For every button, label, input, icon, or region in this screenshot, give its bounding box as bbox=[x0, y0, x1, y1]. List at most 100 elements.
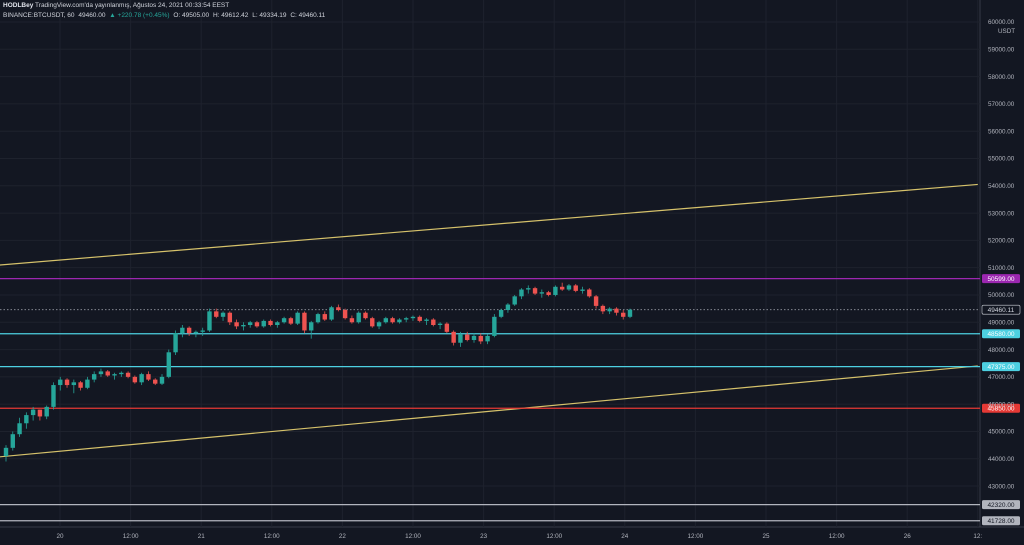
last-price-label-bg bbox=[981, 304, 1021, 315]
candle-body bbox=[383, 318, 389, 323]
price-tick-label: 48000.00 bbox=[988, 347, 1015, 354]
candle-body bbox=[186, 327, 192, 334]
candle-body bbox=[417, 316, 422, 321]
price-axis[interactable]: 43000.00 44000.00 45000.00 46000.00 47000.00… bbox=[988, 19, 1015, 490]
candle-body bbox=[295, 312, 300, 324]
time-tick-label: 12:00 bbox=[123, 533, 139, 540]
candle-body bbox=[607, 308, 612, 312]
candle-body bbox=[587, 289, 592, 297]
price-tick-label: 54000.00 bbox=[988, 183, 1015, 190]
candle-body bbox=[410, 316, 416, 319]
candle-body bbox=[559, 286, 565, 290]
time-tick-label: 12:00 bbox=[405, 533, 421, 540]
candle-body bbox=[621, 312, 626, 317]
candle-body bbox=[37, 409, 43, 417]
price-tick-label: 45000.00 bbox=[988, 429, 1015, 436]
candle-body bbox=[146, 374, 151, 380]
candle-body bbox=[30, 409, 36, 416]
candle-body bbox=[10, 434, 15, 448]
candle-body bbox=[173, 333, 178, 353]
last-price: 49460.00 bbox=[78, 12, 106, 19]
symbol-info: BINANCE:BTCUSDT, 60 49460.00 ▲ +220.78 (… bbox=[3, 11, 327, 21]
price-tick-label: 49000.00 bbox=[988, 319, 1015, 326]
candle-body bbox=[302, 312, 307, 331]
candle-body bbox=[465, 334, 470, 341]
price-tick-label: 43000.00 bbox=[988, 483, 1015, 490]
symbol-name[interactable]: BINANCE:BTCUSDT, 60 bbox=[3, 12, 75, 19]
candle-body bbox=[614, 308, 619, 313]
candle-body bbox=[193, 331, 199, 334]
candle-body bbox=[471, 335, 477, 341]
candle-body bbox=[24, 415, 29, 424]
candle-body bbox=[492, 316, 497, 336]
candle-body bbox=[627, 309, 633, 317]
candle-body bbox=[315, 314, 321, 323]
candle-body bbox=[356, 312, 361, 323]
candle-body bbox=[214, 311, 219, 317]
price-tick-label: 47000.00 bbox=[988, 374, 1015, 381]
trendline bbox=[0, 365, 978, 458]
candle-body bbox=[363, 312, 368, 319]
time-axis[interactable]: 20 12:00 21 12:00 22 12:00 23 12:00 24 12:00 25 12:… bbox=[56, 533, 982, 540]
price-tick-label: 56000.00 bbox=[988, 128, 1015, 135]
candle-body bbox=[268, 320, 273, 325]
level-label: 42320.00 bbox=[987, 502, 1014, 509]
horizontal-levels[interactable]: 50599.00 48580.00 47375.00 45850.00 42320.00… bbox=[0, 274, 1021, 526]
grid bbox=[0, 0, 1024, 528]
level-label: 45850.00 bbox=[987, 406, 1014, 413]
candle-body bbox=[573, 285, 578, 291]
price-tick-label: 57000.00 bbox=[988, 101, 1015, 108]
candle-body bbox=[546, 292, 551, 295]
candle-body bbox=[336, 307, 341, 310]
chart-header: HODLBey TradingView.com'da yayınlanmış, … bbox=[3, 1, 327, 21]
candle-body bbox=[78, 382, 83, 388]
candle-body bbox=[58, 379, 63, 386]
candle-body bbox=[105, 371, 110, 376]
time-tick-label: 24 bbox=[621, 533, 629, 540]
candle-body bbox=[390, 318, 395, 323]
candle-body bbox=[498, 309, 504, 317]
candle-body bbox=[580, 289, 585, 291]
candle-body bbox=[71, 382, 77, 386]
candle-body bbox=[526, 288, 531, 290]
price-tick-label: 60000.00 bbox=[988, 19, 1015, 26]
candle-body bbox=[553, 286, 558, 295]
candle-body bbox=[519, 289, 524, 297]
candle-body bbox=[166, 352, 171, 377]
candle-body bbox=[132, 376, 138, 383]
ohlc-open: O: 49505.00 bbox=[173, 12, 210, 19]
time-tick-label: 26 bbox=[904, 533, 912, 540]
time-tick-label: 12:00 bbox=[264, 533, 280, 540]
level-label-bg bbox=[982, 403, 1020, 413]
candle-body bbox=[51, 385, 56, 407]
candle-body bbox=[3, 447, 9, 457]
candle-body bbox=[288, 318, 294, 324]
price-tick-label: 44000.00 bbox=[988, 456, 1015, 463]
candle-body bbox=[254, 322, 260, 327]
candle-body bbox=[200, 330, 205, 332]
candle-body bbox=[437, 323, 443, 325]
time-tick-label: 21 bbox=[198, 533, 206, 540]
candle-body bbox=[444, 323, 450, 332]
candle-body bbox=[125, 372, 131, 377]
candle-body bbox=[91, 374, 97, 380]
level-label: 48580.00 bbox=[987, 331, 1014, 338]
candle-body bbox=[98, 371, 104, 375]
candle-body bbox=[234, 322, 239, 327]
last-price-label: 49460.11 bbox=[988, 307, 1015, 314]
candle-body bbox=[370, 318, 375, 327]
candle-body bbox=[505, 304, 511, 310]
level-label-bg bbox=[982, 362, 1020, 372]
trendlines[interactable] bbox=[0, 183, 978, 458]
candle-body bbox=[397, 319, 402, 323]
author-name[interactable]: HODLBey bbox=[3, 2, 34, 9]
candle-body bbox=[539, 292, 545, 294]
candle-body bbox=[593, 296, 599, 306]
candle-body bbox=[485, 335, 490, 342]
candle-body bbox=[275, 322, 280, 325]
candle-body bbox=[322, 314, 327, 320]
price-tick-label: 52000.00 bbox=[988, 238, 1015, 245]
candle-body bbox=[600, 305, 606, 312]
price-tick-label: 58000.00 bbox=[988, 74, 1015, 81]
